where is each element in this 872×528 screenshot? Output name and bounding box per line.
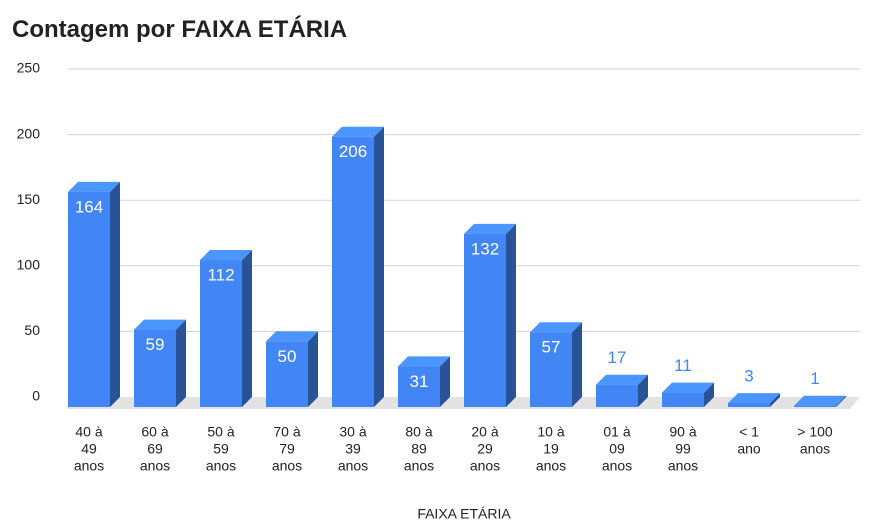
bar-side — [704, 382, 714, 407]
x-axis-title: FAIXA ETÁRIA — [417, 506, 511, 522]
x-tick-label: anos — [800, 441, 830, 457]
bar-side — [110, 181, 120, 407]
x-tick-label: 79 — [279, 441, 295, 457]
bar — [596, 384, 638, 407]
x-tick-label: anos — [206, 458, 236, 474]
x-tick-label: anos — [140, 458, 170, 474]
bar — [530, 332, 572, 407]
x-tick-label: 49 — [81, 441, 97, 457]
x-tick-label: 99 — [675, 441, 691, 457]
bar-top — [332, 126, 384, 137]
x-tick-label: anos — [272, 458, 302, 474]
bar-top — [662, 382, 714, 393]
x-tick-label: anos — [470, 458, 500, 474]
x-tick-label: anos — [338, 458, 368, 474]
x-tick-label: 39 — [345, 441, 361, 457]
bar — [398, 366, 440, 407]
x-tick-label: 30 à — [339, 424, 366, 440]
value-label: 59 — [146, 335, 165, 354]
x-tick-label: 80 à — [405, 424, 432, 440]
bar-top — [728, 393, 780, 404]
bar-top — [68, 181, 120, 192]
x-tick-label: 59 — [213, 441, 229, 457]
x-tick-label: > 100 — [797, 424, 833, 440]
bar-side — [242, 250, 252, 407]
bar-side — [176, 319, 186, 407]
x-tick-label: 20 à — [471, 424, 498, 440]
bar-top — [596, 374, 648, 385]
bar — [266, 341, 308, 407]
bar-side — [638, 374, 648, 407]
bar-top — [200, 250, 252, 261]
x-tick-label: anos — [668, 458, 698, 474]
bar-side — [770, 393, 780, 407]
x-tick-label: 89 — [411, 441, 427, 457]
bar — [464, 233, 506, 407]
x-tick-label: 60 à — [141, 424, 168, 440]
value-label: 31 — [410, 372, 429, 391]
bar-side — [836, 395, 846, 407]
value-label: 206 — [339, 142, 367, 161]
bar-side — [308, 331, 318, 407]
bar — [68, 191, 110, 407]
value-label: 57 — [542, 338, 561, 357]
value-label: 1 — [810, 369, 819, 388]
x-tick-label: 10 à — [537, 424, 564, 440]
y-tick-label: 50 — [24, 322, 40, 338]
value-label: 164 — [75, 197, 103, 216]
chart-title: Contagem por FAIXA ETÁRIA — [12, 15, 347, 43]
bar — [794, 405, 836, 407]
bar-side — [506, 223, 516, 407]
bar-top — [794, 395, 846, 406]
bar — [728, 403, 770, 407]
x-tick-label: 70 à — [273, 424, 300, 440]
y-tick-label: 250 — [17, 60, 41, 76]
value-label: 112 — [207, 266, 234, 285]
value-label: 17 — [608, 348, 627, 367]
bar-side — [572, 322, 582, 407]
bar-top — [530, 322, 582, 333]
y-tick-label: 200 — [17, 125, 41, 141]
x-tick-label: anos — [536, 458, 566, 474]
bar-side — [374, 126, 384, 407]
bar — [134, 329, 176, 407]
x-tick-label: 90 à — [669, 424, 696, 440]
x-tick-label: anos — [602, 458, 632, 474]
x-tick-label: 40 à — [75, 424, 102, 440]
bar-top — [266, 331, 318, 342]
value-label: 50 — [278, 347, 297, 366]
bar — [200, 260, 242, 407]
x-tick-label: 50 à — [207, 424, 234, 440]
x-tick-label: ano — [737, 441, 761, 457]
bar — [662, 392, 704, 407]
x-tick-label: 09 — [609, 441, 625, 457]
value-label: 132 — [471, 239, 499, 258]
y-tick-label: 0 — [32, 388, 40, 404]
bar-side — [440, 356, 450, 407]
value-label: 11 — [674, 356, 692, 375]
x-tick-label: 29 — [477, 441, 493, 457]
y-tick-label: 150 — [17, 191, 41, 207]
x-tick-label: anos — [404, 458, 434, 474]
x-tick-label: 01 à — [603, 424, 630, 440]
x-tick-label: 69 — [147, 441, 163, 457]
value-label: 3 — [744, 367, 753, 386]
x-tick-label: < 1 — [739, 424, 759, 440]
y-tick-label: 100 — [17, 257, 41, 273]
bar-top — [464, 223, 516, 234]
x-tick-label: anos — [74, 458, 104, 474]
bar — [332, 136, 374, 407]
bar-top — [134, 319, 186, 330]
x-tick-label: 19 — [543, 441, 559, 457]
bar-top — [398, 356, 450, 367]
